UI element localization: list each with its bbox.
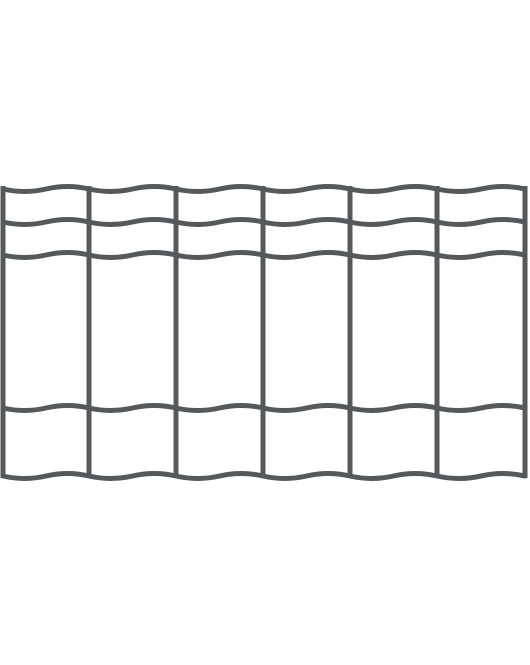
fence-svg xyxy=(0,0,530,665)
fence-diagram xyxy=(0,0,530,665)
